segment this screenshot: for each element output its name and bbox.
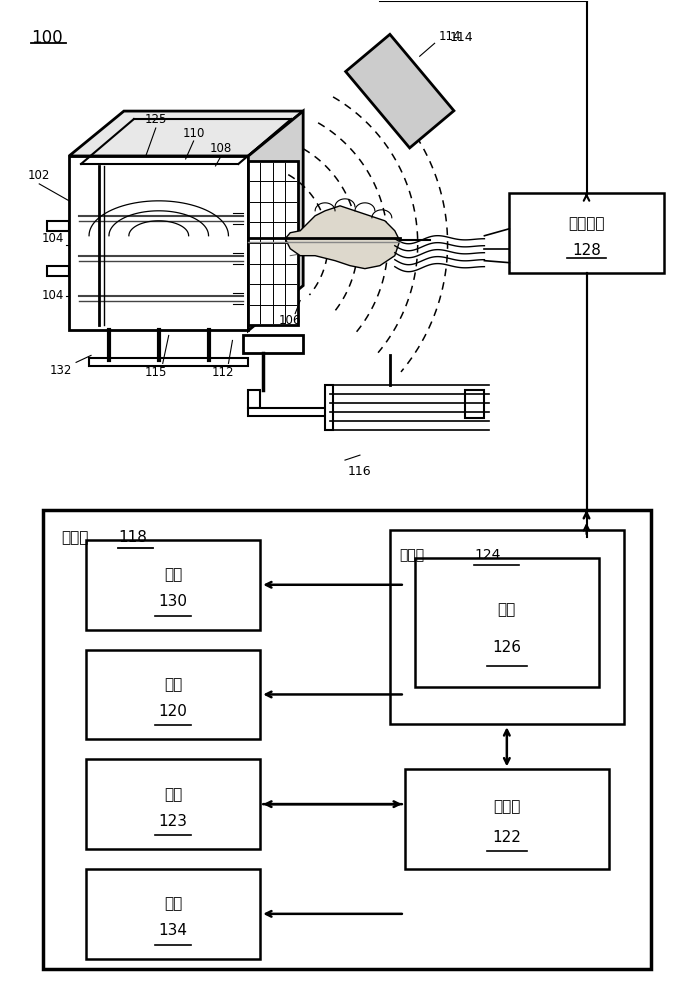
Text: 124: 124 <box>475 548 501 562</box>
Bar <box>43 510 651 969</box>
Text: 116: 116 <box>348 465 372 478</box>
Text: 134: 134 <box>159 923 188 938</box>
Bar <box>248 161 298 325</box>
Text: 118: 118 <box>118 530 147 545</box>
Polygon shape <box>248 111 303 330</box>
Text: 112: 112 <box>211 366 234 379</box>
Bar <box>86 759 260 849</box>
Text: 130: 130 <box>159 594 188 609</box>
Bar <box>405 769 609 869</box>
Text: 接口: 接口 <box>164 787 182 802</box>
Bar <box>47 266 69 276</box>
Bar <box>325 385 333 430</box>
Text: 110: 110 <box>182 127 205 140</box>
Bar <box>86 540 260 630</box>
Text: 115: 115 <box>144 366 167 379</box>
Text: 成像: 成像 <box>164 567 182 582</box>
Text: 114: 114 <box>438 30 461 43</box>
Text: 工作站: 工作站 <box>61 530 89 545</box>
Bar <box>390 530 624 724</box>
Text: 处理器: 处理器 <box>493 800 521 815</box>
Text: 132: 132 <box>50 364 72 377</box>
Bar <box>248 390 260 408</box>
Polygon shape <box>286 206 400 269</box>
Text: 123: 123 <box>159 814 188 829</box>
Text: 104: 104 <box>42 232 65 245</box>
Text: 128: 128 <box>572 243 601 258</box>
Polygon shape <box>345 34 454 148</box>
Bar <box>464 390 484 418</box>
Text: 100: 100 <box>31 29 63 47</box>
Text: 存储器: 存储器 <box>400 548 425 562</box>
Text: 追踪系统: 追踪系统 <box>568 216 605 231</box>
Bar <box>86 869 260 959</box>
Text: 120: 120 <box>159 704 188 719</box>
Text: 104: 104 <box>42 289 65 302</box>
Bar <box>86 650 260 739</box>
Text: 125: 125 <box>144 113 167 126</box>
Bar <box>244 335 303 353</box>
Text: 106: 106 <box>279 314 301 327</box>
Bar <box>89 358 248 366</box>
Bar <box>509 193 664 273</box>
Text: 显示: 显示 <box>164 677 182 692</box>
Text: 警告: 警告 <box>164 896 182 911</box>
Bar <box>47 221 69 231</box>
Text: 108: 108 <box>209 142 232 155</box>
Text: 126: 126 <box>493 640 522 655</box>
Text: 102: 102 <box>28 169 50 182</box>
Bar <box>69 156 248 330</box>
Text: 114: 114 <box>449 31 473 44</box>
Text: 122: 122 <box>493 830 522 845</box>
Polygon shape <box>69 111 303 156</box>
Bar <box>248 408 328 416</box>
Text: 程序: 程序 <box>497 602 516 617</box>
Bar <box>415 558 599 687</box>
